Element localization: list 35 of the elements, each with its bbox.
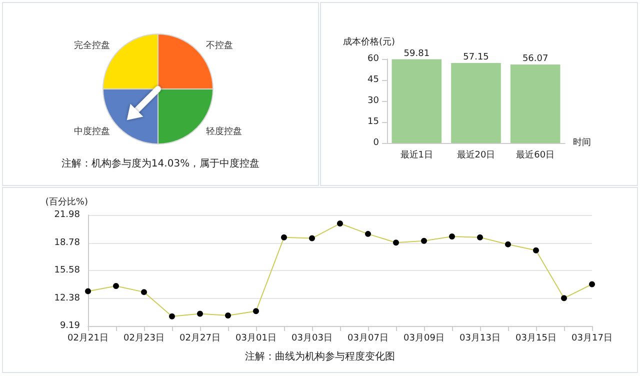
slice-label: 完全控盘 xyxy=(74,40,110,51)
y-tick-label: 15 xyxy=(368,117,379,127)
y-tick-label: 21.98 xyxy=(54,210,80,220)
x-tick-label: 03月13日 xyxy=(460,334,500,344)
slice-label: 轻度控盘 xyxy=(206,126,242,138)
slice-label: 中度控盘 xyxy=(74,126,110,138)
y-tick-label: 9.19 xyxy=(60,321,80,331)
x-tick-label: 最近20日 xyxy=(456,150,496,160)
text: 注解：机构参与度为14.03%，属于中度控盘 xyxy=(61,158,260,170)
y-tick-label: 45 xyxy=(368,75,379,85)
y-tick-label: 60 xyxy=(368,54,380,64)
y-tick-label: 15.58 xyxy=(54,266,80,276)
x-tick-label: 03月17日 xyxy=(572,334,612,344)
x-axis-title: 时间 xyxy=(573,137,591,148)
x-tick-label: 03月09日 xyxy=(404,334,444,344)
x-tick-label: 03月07日 xyxy=(348,334,388,344)
data-label: 57.15 xyxy=(463,52,489,62)
x-tick-label: 02月27日 xyxy=(180,334,220,344)
text: 注解：曲线为机构参与程度变化图 xyxy=(245,350,395,362)
x-tick-label: 02月23日 xyxy=(124,334,164,344)
y-tick-label: 0 xyxy=(373,138,380,148)
x-tick-label: 02月21日 xyxy=(68,334,108,344)
y-tick-label: 12.38 xyxy=(54,293,80,304)
slice-label: 不控盘 xyxy=(206,40,234,51)
data-label: 56.07 xyxy=(522,54,548,64)
y-tick-label: 18.78 xyxy=(54,238,80,248)
y-tick-label: 30 xyxy=(368,96,380,106)
x-tick-label: 03月15日 xyxy=(516,334,556,344)
x-tick-label: 最近60日 xyxy=(516,150,555,160)
x-tick-label: 03月03日 xyxy=(292,334,332,344)
x-tick-label: 03月01日 xyxy=(236,334,276,344)
y-axis-title: 成本价格(元) xyxy=(342,36,395,48)
y-axis-title: (百分比%) xyxy=(45,196,88,208)
data-label: 59.81 xyxy=(404,48,430,59)
x-tick-label: 最近1日 xyxy=(400,150,434,160)
